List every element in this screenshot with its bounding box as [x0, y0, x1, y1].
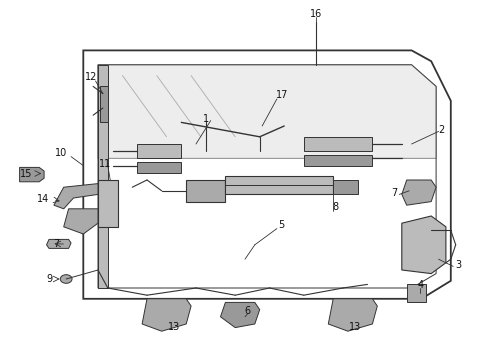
Polygon shape — [54, 184, 98, 209]
Polygon shape — [304, 155, 372, 166]
Polygon shape — [137, 162, 181, 173]
Circle shape — [60, 275, 72, 283]
Polygon shape — [402, 216, 446, 274]
Polygon shape — [100, 86, 108, 122]
Polygon shape — [407, 284, 426, 302]
Text: 1: 1 — [203, 114, 209, 124]
Polygon shape — [225, 176, 333, 194]
Polygon shape — [137, 144, 181, 158]
Polygon shape — [47, 239, 71, 248]
Text: 11: 11 — [99, 159, 111, 169]
Text: 15: 15 — [20, 168, 32, 179]
Polygon shape — [20, 167, 44, 182]
Text: 16: 16 — [310, 9, 322, 19]
Text: 17: 17 — [275, 90, 288, 100]
Polygon shape — [328, 299, 377, 331]
Text: 5: 5 — [279, 220, 285, 230]
Text: 7: 7 — [53, 239, 59, 249]
Text: 10: 10 — [55, 148, 67, 158]
Text: 13: 13 — [349, 322, 362, 332]
Polygon shape — [98, 180, 118, 227]
Text: 7: 7 — [392, 188, 397, 198]
Text: 3: 3 — [455, 260, 461, 270]
Text: 14: 14 — [37, 194, 49, 204]
Polygon shape — [64, 209, 98, 234]
Polygon shape — [402, 180, 436, 205]
Text: 13: 13 — [168, 322, 180, 332]
Text: 9: 9 — [46, 274, 52, 284]
Text: 4: 4 — [417, 280, 423, 291]
Polygon shape — [98, 65, 108, 288]
Polygon shape — [220, 302, 260, 328]
Text: 12: 12 — [84, 72, 97, 82]
Polygon shape — [98, 65, 436, 158]
Polygon shape — [333, 180, 358, 194]
Text: 8: 8 — [333, 202, 339, 212]
Polygon shape — [186, 180, 225, 202]
Polygon shape — [304, 137, 372, 151]
Polygon shape — [142, 299, 191, 331]
Text: 2: 2 — [438, 125, 444, 135]
Text: 6: 6 — [245, 306, 250, 316]
